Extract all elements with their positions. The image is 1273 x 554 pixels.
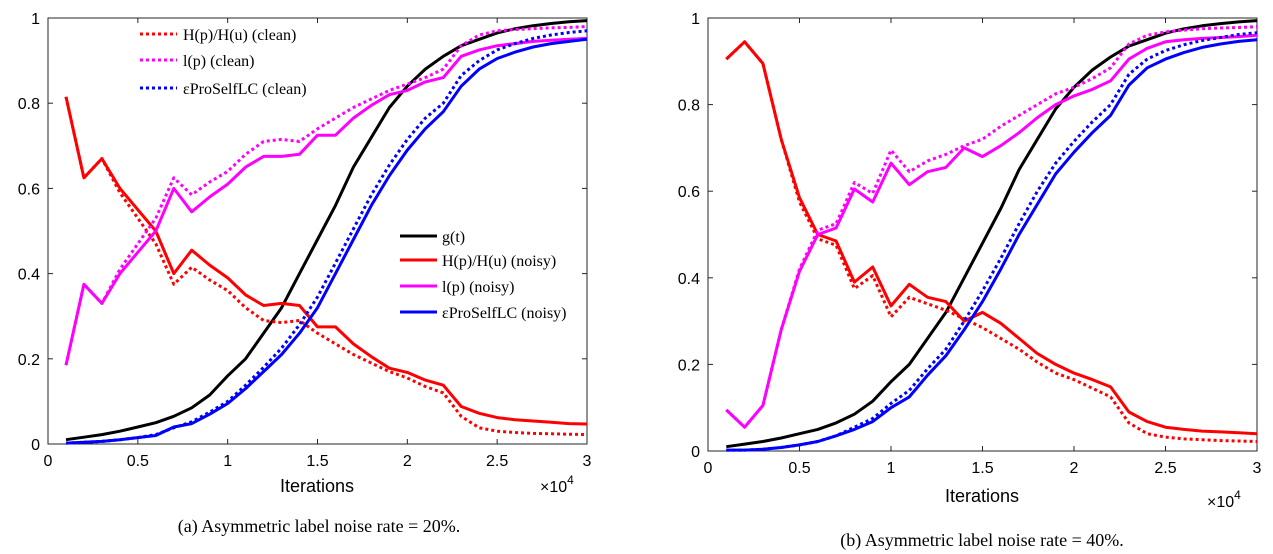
legend-label-lp-clean: l(p) (clean): [183, 53, 255, 70]
y-tick-label: 0.8: [678, 98, 700, 115]
y-tick-label: 0.2: [678, 357, 700, 374]
series-line-l-p-clean: [64, 25, 588, 366]
x-tick-label: 1: [223, 453, 232, 470]
x-tick-label: 2.5: [1154, 460, 1176, 477]
legend-label-gt: g(t): [442, 229, 465, 246]
caption-b: (b) Asymmetric label noise rate = 40%.: [840, 530, 1124, 551]
legend-label-entropy-noisy: H(p)/H(u) (noisy): [442, 253, 556, 270]
y-tick-label: 0.4: [18, 267, 40, 284]
x-multiplier-base: ×10: [1207, 494, 1234, 511]
x-axis-label: Iterations: [280, 476, 354, 496]
legend-label-eps-noisy: εProSelfLC (noisy): [442, 305, 567, 322]
series-line-g-t: [65, 19, 588, 442]
x-tick-labels: 0 0.5 1 1.5 2 2.5 3: [44, 453, 592, 470]
series-line-h-p-h-u-clean: [725, 40, 1258, 443]
y-tick-label: 0.8: [18, 96, 40, 113]
x-tick-label: 0.5: [788, 460, 810, 477]
series-line-l-p-noisy: [64, 36, 588, 366]
x-tick-label: 0: [704, 460, 713, 477]
series-lines: [64, 19, 588, 445]
axis-ticks: [707, 17, 1258, 452]
y-tick-label: 1: [691, 11, 700, 28]
series-lines: [725, 19, 1258, 452]
legend-noisy: g(t) H(p)/H(u) (noisy) l(p) (noisy) εPro…: [400, 229, 567, 322]
x-tick-label: 0: [44, 453, 53, 470]
series-line-epsproselflc-noisy: [726, 38, 1258, 452]
series-line-h-p-h-u-noisy: [64, 96, 588, 426]
series-line-h-p-h-u-noisy: [725, 40, 1258, 436]
x-multiplier-base: ×10: [540, 479, 567, 496]
y-tick-labels: 0 0.2 0.4 0.6 0.8 1: [678, 11, 700, 461]
x-axis-label: Iterations: [945, 486, 1019, 506]
x-tick-label: 2.5: [486, 453, 508, 470]
plot-area-frame: [47, 17, 588, 445]
y-tick-label: 1: [31, 11, 40, 28]
series-line-h-p-h-u-clean: [64, 96, 588, 437]
x-multiplier-exponent: 4: [1234, 488, 1241, 502]
x-tick-labels: 0 0.5 1 1.5 2 2.5 3: [704, 460, 1262, 477]
x-tick-label: 0.5: [127, 453, 149, 470]
y-tick-label: 0.6: [678, 184, 700, 201]
y-tick-label: 0.2: [18, 352, 40, 369]
x-axis-multiplier: ×104: [540, 473, 574, 496]
axis-ticks: [47, 17, 588, 445]
caption-a: (a) Asymmetric label noise rate = 20%.: [178, 516, 461, 537]
x-tick-label: 3: [583, 453, 592, 470]
plot-area-frame: [707, 17, 1258, 452]
series-line-l-p-clean: [725, 25, 1258, 429]
y-tick-labels: 0 0.2 0.4 0.6 0.8 1: [18, 11, 40, 454]
series-line-l-p-noisy: [725, 33, 1258, 429]
y-tick-label: 0: [31, 437, 40, 454]
x-tick-label: 3: [1253, 460, 1262, 477]
chart-panel-a: 00.20.40.60.81 0 0.5 1 1.5 2 2.5 3 Iterations …: [18, 11, 592, 537]
legend-label-lp-noisy: l(p) (noisy): [442, 279, 514, 296]
x-multiplier-exponent: 4: [567, 473, 574, 487]
series-line-epsproselflc-clean: [726, 31, 1258, 452]
series-line-g-t: [726, 19, 1258, 449]
legend-label-entropy-clean: H(p)/H(u) (clean): [183, 27, 296, 44]
y-tick-label: 0.4: [678, 271, 700, 288]
x-axis-multiplier: ×104: [1207, 488, 1241, 511]
y-tick-label: 0.6: [18, 181, 40, 198]
legend-clean: H(p)/H(u) (clean) l(p) (clean) εProSelfL…: [140, 27, 307, 98]
series-line-epsproselflc-noisy: [65, 37, 588, 445]
legend-label-eps-clean: εProSelfLC (clean): [183, 81, 307, 98]
x-tick-label: 1: [887, 460, 896, 477]
x-tick-label: 2: [403, 453, 412, 470]
y-tick-label: 0: [691, 444, 700, 461]
x-tick-label: 1.5: [306, 453, 328, 470]
x-tick-label: 1.5: [971, 460, 993, 477]
x-tick-label: 2: [1070, 460, 1079, 477]
chart-panel-b: 00.20.40.60.81 0 0.5 1 1.5 2 2.5 3 Iterations …: [678, 11, 1262, 551]
